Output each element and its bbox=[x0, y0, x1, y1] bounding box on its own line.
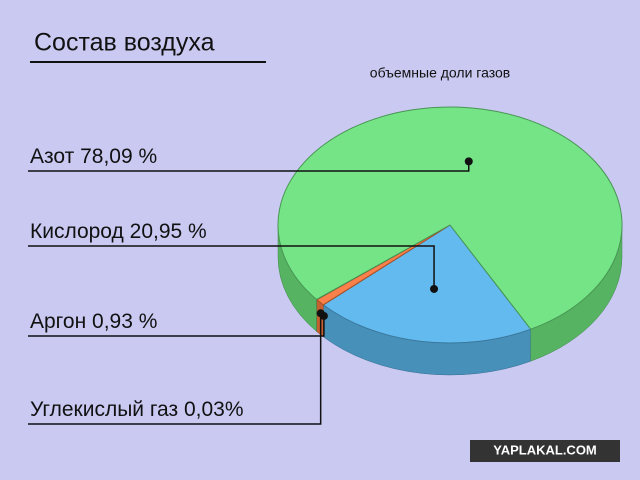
category-name: Кислород bbox=[30, 220, 124, 243]
value-label: 20,95 % bbox=[130, 220, 207, 243]
slice-label: Азот 78,09 % bbox=[30, 145, 157, 168]
value-label: 0,93 % bbox=[92, 310, 157, 333]
watermark: YAPLAKAL.COM bbox=[493, 442, 597, 457]
labels: Азот 78,09 % Кислород 20,95 % Аргон 0,93 %… bbox=[28, 145, 473, 425]
slice-label: Кислород 20,95 % bbox=[30, 220, 207, 243]
value-label: 0,03% bbox=[184, 398, 244, 421]
slice-label: Углекислый газ 0,03% bbox=[30, 398, 244, 421]
category-name: Азот bbox=[30, 145, 75, 168]
chart-subtitle: объемные доли газов bbox=[370, 65, 510, 81]
leader-line bbox=[28, 245, 435, 289]
pie-slice bbox=[277, 106, 623, 330]
category-name: Аргон bbox=[30, 310, 86, 333]
leader-dot bbox=[430, 284, 439, 293]
leader-line bbox=[28, 313, 322, 425]
category-name: Углекислый газ bbox=[30, 398, 178, 421]
leader-dot bbox=[316, 309, 325, 318]
watermark-box bbox=[470, 440, 620, 462]
leader-line bbox=[28, 315, 325, 337]
slice-label: Аргон 0,93 % bbox=[30, 310, 157, 333]
pie-slice bbox=[322, 224, 532, 344]
pie bbox=[277, 106, 623, 376]
leader-dot bbox=[464, 157, 473, 166]
value-label: 78,09 % bbox=[80, 145, 157, 168]
chart-title: Состав воздуха bbox=[34, 29, 215, 57]
